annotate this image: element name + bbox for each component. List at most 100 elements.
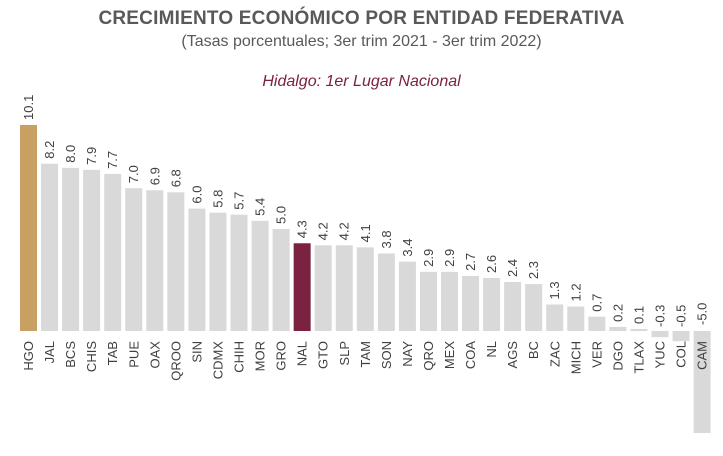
chart-title: CRECIMIENTO ECONÓMICO POR ENTIDAD FEDERA…	[98, 8, 625, 29]
category-label-oax: OAX	[147, 341, 162, 369]
value-label-tlax: 0.1	[631, 306, 646, 324]
bar-coa	[462, 275, 480, 331]
value-label-jal: 8.2	[42, 141, 57, 159]
bar-bcs	[62, 167, 80, 331]
category-label-cdmx: CDMX	[210, 341, 225, 380]
bar-gro	[272, 229, 290, 331]
category-label-qro: QRO	[421, 341, 436, 371]
value-label-bc: 2.3	[526, 261, 541, 279]
category-label-jal: JAL	[42, 341, 57, 363]
category-label-gto: GTO	[316, 341, 331, 369]
category-label-tam: TAM	[358, 341, 373, 367]
value-label-gto: 4.2	[316, 222, 331, 240]
bar-nay	[398, 261, 416, 331]
bar-nal	[293, 243, 311, 331]
bar-qroo	[167, 192, 185, 331]
bar-zac	[546, 304, 564, 331]
bar-mor	[251, 220, 269, 331]
value-label-chis: 7.9	[84, 147, 99, 165]
category-label-bcs: BCS	[63, 341, 78, 368]
bar-yuc	[651, 331, 669, 338]
category-label-ags: AGS	[505, 341, 520, 369]
value-label-gro: 5.0	[274, 206, 289, 224]
category-label-chih: CHIH	[232, 341, 247, 373]
category-label-mich: MICH	[568, 341, 583, 374]
category-label-coa: COA	[463, 341, 478, 370]
category-label-mor: MOR	[253, 341, 268, 371]
bar-cdmx	[209, 212, 227, 331]
value-label-bcs: 8.0	[63, 145, 78, 163]
value-label-mor: 5.4	[253, 198, 268, 216]
category-label-hgo: HGO	[21, 341, 36, 371]
value-label-ags: 2.4	[505, 259, 520, 277]
bar-son	[377, 253, 395, 331]
bar-ags	[504, 282, 522, 331]
category-label-nal: NAL	[295, 341, 310, 366]
bar-dgo	[609, 326, 627, 331]
value-label-qroo: 6.8	[168, 169, 183, 187]
category-label-qroo: QROO	[168, 341, 183, 381]
bar-qro	[419, 271, 437, 331]
bar-chis	[83, 169, 101, 331]
category-label-slp: SLP	[337, 341, 352, 366]
value-label-dgo: 0.2	[610, 304, 625, 322]
bar-pue	[125, 188, 143, 331]
bar-sin	[188, 208, 206, 331]
value-label-hgo: 10.1	[21, 95, 36, 120]
bar-slp	[335, 245, 353, 331]
category-label-tlax: TLAX	[631, 341, 646, 374]
category-label-cam: CAM	[695, 341, 710, 370]
value-label-nl: 2.6	[484, 255, 499, 273]
category-label-yuc: YUC	[653, 341, 668, 368]
value-label-nal: 4.3	[295, 220, 310, 238]
category-label-son: SON	[379, 341, 394, 369]
value-label-mex: 2.9	[442, 249, 457, 267]
value-label-cam: -5.0	[695, 303, 710, 325]
bar-mex	[441, 271, 458, 331]
value-label-col: -0.5	[674, 305, 689, 327]
value-label-oax: 6.9	[147, 167, 162, 185]
category-label-ver: VER	[589, 341, 604, 368]
value-label-chih: 5.7	[232, 192, 247, 210]
bar-tlax	[630, 328, 648, 331]
value-label-yuc: -0.3	[653, 305, 668, 327]
value-label-mich: 1.2	[568, 283, 583, 301]
value-label-cdmx: 5.8	[210, 190, 225, 208]
value-label-coa: 2.7	[463, 253, 478, 271]
bar-cam	[693, 331, 711, 433]
category-label-nl: NL	[484, 341, 499, 358]
value-label-pue: 7.0	[126, 165, 141, 183]
category-label-zac: ZAC	[547, 341, 562, 367]
bar-tam	[356, 247, 374, 331]
chart-subtitle: (Tasas porcentuales; 3er trim 2021 - 3er…	[181, 33, 542, 50]
value-label-qro: 2.9	[421, 249, 436, 267]
value-label-tab: 7.7	[105, 151, 120, 169]
category-label-col: COL	[674, 341, 689, 368]
bar-oax	[146, 190, 164, 331]
category-label-sin: SIN	[189, 341, 204, 363]
bar-gto	[314, 245, 332, 331]
category-label-nay: NAY	[400, 341, 415, 367]
chart-annotation: Hidalgo: 1er Lugar Nacional	[262, 73, 461, 90]
value-label-zac: 1.3	[547, 281, 562, 299]
bar-ver	[588, 316, 606, 331]
bar-hgo	[20, 124, 37, 332]
value-label-son: 3.8	[379, 230, 394, 248]
value-label-nay: 3.4	[400, 239, 415, 257]
category-label-mex: MEX	[442, 341, 457, 370]
value-label-sin: 6.0	[189, 186, 204, 204]
value-label-slp: 4.2	[337, 222, 352, 240]
category-label-bc: BC	[526, 341, 541, 359]
value-label-tam: 4.1	[358, 224, 373, 242]
bar-jal	[41, 163, 59, 331]
category-label-tab: TAB	[105, 341, 120, 365]
bar-nl	[483, 277, 501, 331]
bar-chih	[230, 214, 248, 331]
bar-bc	[525, 284, 543, 331]
category-label-pue: PUE	[126, 341, 141, 368]
category-label-dgo: DGO	[610, 341, 625, 371]
bar-col	[672, 331, 690, 342]
value-label-ver: 0.7	[589, 294, 604, 312]
category-label-gro: GRO	[274, 341, 289, 371]
